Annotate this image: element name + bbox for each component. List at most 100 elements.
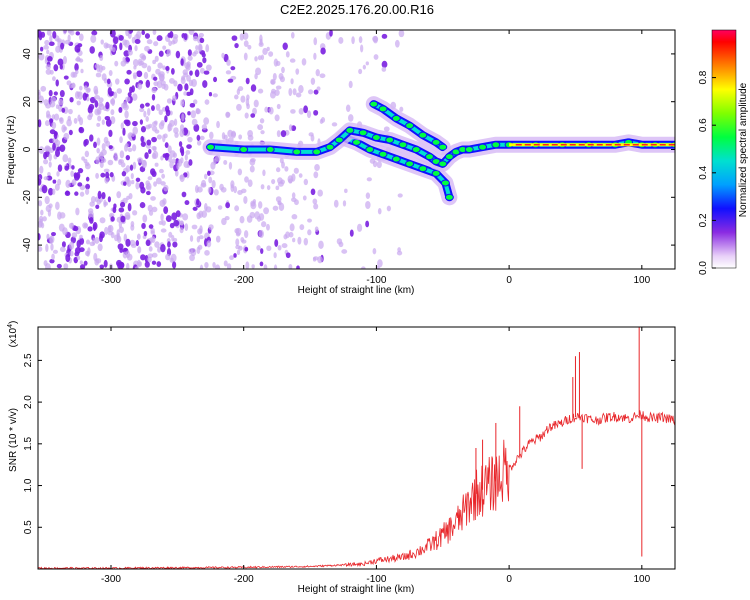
heatmap-noise-cell bbox=[160, 244, 166, 253]
heatmap-noise-cell bbox=[100, 39, 104, 45]
heatmap-noise-cell bbox=[277, 245, 282, 251]
heatmap-noise-layer bbox=[38, 30, 405, 269]
heatmap-noise-cell bbox=[67, 34, 71, 42]
heatmap-noise-cell bbox=[66, 118, 72, 127]
heatmap-noise-cell bbox=[125, 250, 131, 259]
heatmap-noise-cell bbox=[43, 176, 49, 181]
heatmap-noise-cell bbox=[136, 70, 143, 78]
heatmap-noise-cell bbox=[152, 150, 159, 159]
heatmap-noise-cell bbox=[122, 56, 126, 62]
heatmap-noise-cell bbox=[381, 66, 387, 72]
heatmap-noise-cell bbox=[252, 107, 257, 115]
heatmap-noise-cell bbox=[173, 238, 178, 243]
heatmap-noise-cell bbox=[266, 185, 271, 191]
heatmap-noise-cell bbox=[76, 56, 81, 62]
heatmap-noise-cell bbox=[80, 68, 84, 74]
heatmap-noise-cell bbox=[59, 212, 66, 219]
heatmap-noise-cell bbox=[38, 30, 43, 38]
heatmap-noise-cell bbox=[241, 188, 247, 194]
heatmap-noise-cell bbox=[240, 237, 245, 243]
heatmap-noise-cell bbox=[42, 216, 47, 222]
heatmap-main-ridge-point bbox=[398, 141, 408, 149]
heatmap-noise-cell bbox=[158, 50, 164, 57]
heatmap-noise-cell bbox=[258, 229, 264, 239]
heatmap-noise-cell bbox=[204, 99, 210, 105]
heatmap-noise-cell bbox=[127, 147, 133, 153]
heatmap-noise-cell bbox=[233, 185, 238, 194]
heatmap-noise-cell bbox=[234, 228, 240, 234]
heatmap-noise-cell bbox=[65, 190, 70, 195]
heatmap-noise-cell bbox=[275, 167, 281, 173]
heatmap-noise-cell bbox=[118, 35, 124, 41]
heatmap-main-ridge-point bbox=[444, 153, 454, 161]
snr-series-line bbox=[38, 410, 675, 569]
heatmap-noise-cell bbox=[45, 64, 51, 70]
heatmap-noise-cell bbox=[108, 69, 113, 77]
heatmap-noise-cell bbox=[153, 76, 158, 81]
heatmap-noise-cell bbox=[210, 161, 216, 170]
heatmap-noise-cell bbox=[237, 86, 244, 92]
heatmap-noise-cell bbox=[179, 124, 185, 132]
heatmap-noise-cell bbox=[225, 202, 231, 209]
heatmap-noise-cell bbox=[85, 176, 90, 182]
heatmap-noise-cell bbox=[333, 199, 339, 208]
heatmap-x-tick-label: -200 bbox=[234, 275, 254, 286]
heatmap-noise-cell bbox=[97, 243, 103, 252]
snr-y-tick-label: 2.5 bbox=[23, 353, 34, 367]
heatmap-noise-cell bbox=[313, 109, 319, 116]
heatmap-noise-cell bbox=[268, 51, 274, 57]
heatmap-noise-cell bbox=[46, 55, 53, 62]
heatmap-noise-cell bbox=[54, 183, 60, 191]
heatmap-noise-cell bbox=[53, 64, 59, 72]
heatmap-noise-cell bbox=[290, 31, 295, 39]
heatmap-noise-cell bbox=[290, 78, 294, 85]
heatmap-noise-cell bbox=[135, 240, 140, 247]
snr-x-tick-label: -300 bbox=[101, 574, 121, 585]
heatmap-noise-cell bbox=[208, 176, 213, 184]
heatmap-noise-cell bbox=[94, 95, 101, 100]
heatmap-noise-cell bbox=[132, 58, 139, 67]
heatmap-upper-branch-point bbox=[378, 105, 388, 113]
heatmap-noise-cell bbox=[103, 77, 108, 84]
heatmap-noise-cell bbox=[101, 191, 106, 200]
heatmap-noise-cell bbox=[263, 207, 270, 215]
heatmap-noise-cell bbox=[131, 243, 137, 248]
heatmap-noise-cell bbox=[120, 122, 124, 130]
heatmap-noise-cell bbox=[307, 89, 314, 95]
heatmap-noise-cell bbox=[63, 126, 68, 131]
heatmap-noise-cell bbox=[38, 200, 43, 207]
heatmap-noise-cell bbox=[163, 83, 169, 91]
heatmap-noise-cell bbox=[195, 45, 199, 51]
heatmap-noise-cell bbox=[151, 136, 157, 143]
heatmap-noise-cell bbox=[161, 173, 166, 179]
heatmap-main-ridge-point bbox=[478, 143, 488, 151]
heatmap-noise-cell bbox=[163, 133, 168, 139]
heatmap-noise-cell bbox=[297, 236, 302, 245]
snr-line-layer bbox=[38, 327, 675, 569]
heatmap-noise-cell bbox=[46, 233, 50, 240]
heatmap-noise-cell bbox=[160, 228, 167, 233]
heatmap-noise-cell bbox=[130, 173, 134, 180]
heatmap-noise-cell bbox=[365, 201, 371, 209]
heatmap-noise-cell bbox=[79, 33, 84, 42]
heatmap-noise-cell bbox=[274, 239, 279, 247]
heatmap-noise-cell bbox=[177, 158, 183, 167]
heatmap-noise-cell bbox=[291, 192, 296, 199]
heatmap-noise-cell bbox=[76, 255, 81, 261]
heatmap-noise-cell bbox=[167, 241, 171, 248]
heatmap-noise-cell bbox=[63, 263, 69, 269]
heatmap-noise-cell bbox=[137, 83, 143, 90]
heatmap-noise-cell bbox=[258, 201, 263, 209]
heatmap-noise-cell bbox=[155, 177, 162, 185]
heatmap-noise-cell bbox=[196, 140, 202, 146]
heatmap-noise-cell bbox=[183, 91, 188, 96]
heatmap-noise-cell bbox=[147, 176, 153, 181]
heatmap-noise-cell bbox=[338, 37, 344, 44]
heatmap-noise-cell bbox=[203, 117, 210, 125]
heatmap-x-ticks: -300 -200 -100 0 100 bbox=[101, 30, 651, 286]
heatmap-noise-cell bbox=[180, 99, 185, 105]
heatmap-noise-cell bbox=[140, 135, 145, 143]
heatmap-noise-cell bbox=[105, 118, 112, 127]
heatmap-noise-cell bbox=[103, 168, 110, 173]
heatmap-noise-cell bbox=[43, 159, 49, 165]
